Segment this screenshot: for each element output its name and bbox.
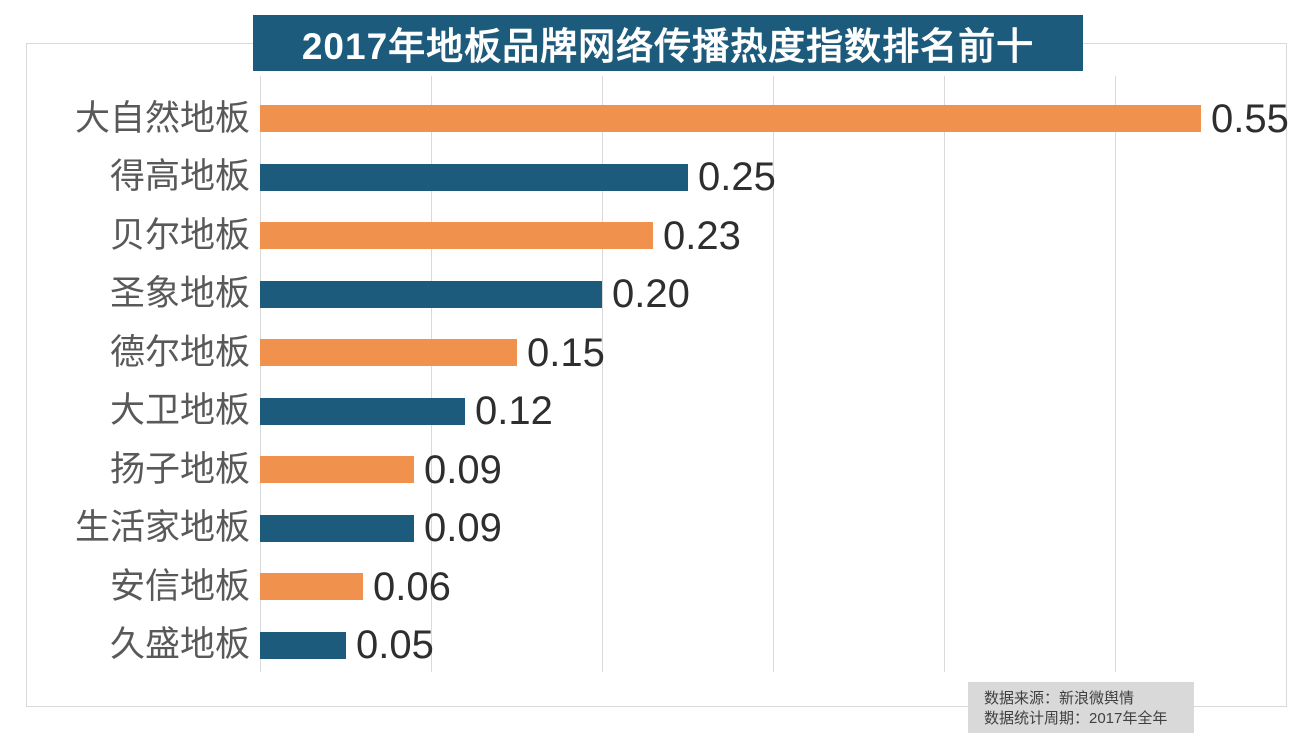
category-label: 扬子地板 bbox=[109, 450, 250, 489]
gridline bbox=[1115, 76, 1116, 672]
bar bbox=[260, 456, 414, 483]
value-label: 0.12 bbox=[475, 389, 553, 433]
bar bbox=[260, 339, 517, 366]
gridline bbox=[773, 76, 774, 672]
value-label: 0.09 bbox=[424, 506, 502, 550]
gridline bbox=[260, 76, 261, 672]
value-label: 0.55 bbox=[1211, 97, 1289, 141]
value-label: 0.15 bbox=[527, 331, 605, 375]
bar bbox=[260, 222, 653, 249]
value-label: 0.09 bbox=[424, 448, 502, 492]
bar bbox=[260, 573, 363, 600]
gridline bbox=[431, 76, 432, 672]
category-label: 贝尔地板 bbox=[109, 216, 250, 255]
bar bbox=[260, 281, 602, 308]
category-label: 久盛地板 bbox=[109, 625, 250, 664]
category-label: 大自然地板 bbox=[74, 99, 250, 138]
bar bbox=[260, 105, 1201, 132]
gridline bbox=[1286, 76, 1287, 672]
category-label: 圣象地板 bbox=[109, 274, 250, 313]
bar bbox=[260, 632, 346, 659]
value-label: 0.20 bbox=[612, 272, 690, 316]
chart-title: 2017年地板品牌网络传播热度指数排名前十 bbox=[301, 26, 1035, 67]
value-label: 0.25 bbox=[698, 155, 776, 199]
source-note-line2: 数据统计周期：2017年全年 bbox=[984, 710, 1168, 727]
gridline bbox=[602, 76, 603, 672]
gridline bbox=[944, 76, 945, 672]
category-label: 安信地板 bbox=[109, 567, 250, 606]
source-note-line1: 数据来源：新浪微舆情 bbox=[984, 690, 1135, 707]
category-label: 得高地板 bbox=[109, 157, 250, 196]
bar bbox=[260, 398, 465, 425]
chart-title-banner: 2017年地板品牌网络传播热度指数排名前十 bbox=[253, 15, 1083, 71]
value-label: 0.06 bbox=[373, 565, 451, 609]
value-label: 0.23 bbox=[663, 214, 741, 258]
bar bbox=[260, 164, 688, 191]
category-label: 大卫地板 bbox=[109, 391, 250, 430]
category-label: 德尔地板 bbox=[109, 333, 250, 372]
bar bbox=[260, 515, 414, 542]
source-note: 数据来源：新浪微舆情 数据统计周期：2017年全年 bbox=[968, 682, 1194, 733]
category-label: 生活家地板 bbox=[74, 508, 250, 547]
value-label: 0.05 bbox=[356, 623, 434, 667]
